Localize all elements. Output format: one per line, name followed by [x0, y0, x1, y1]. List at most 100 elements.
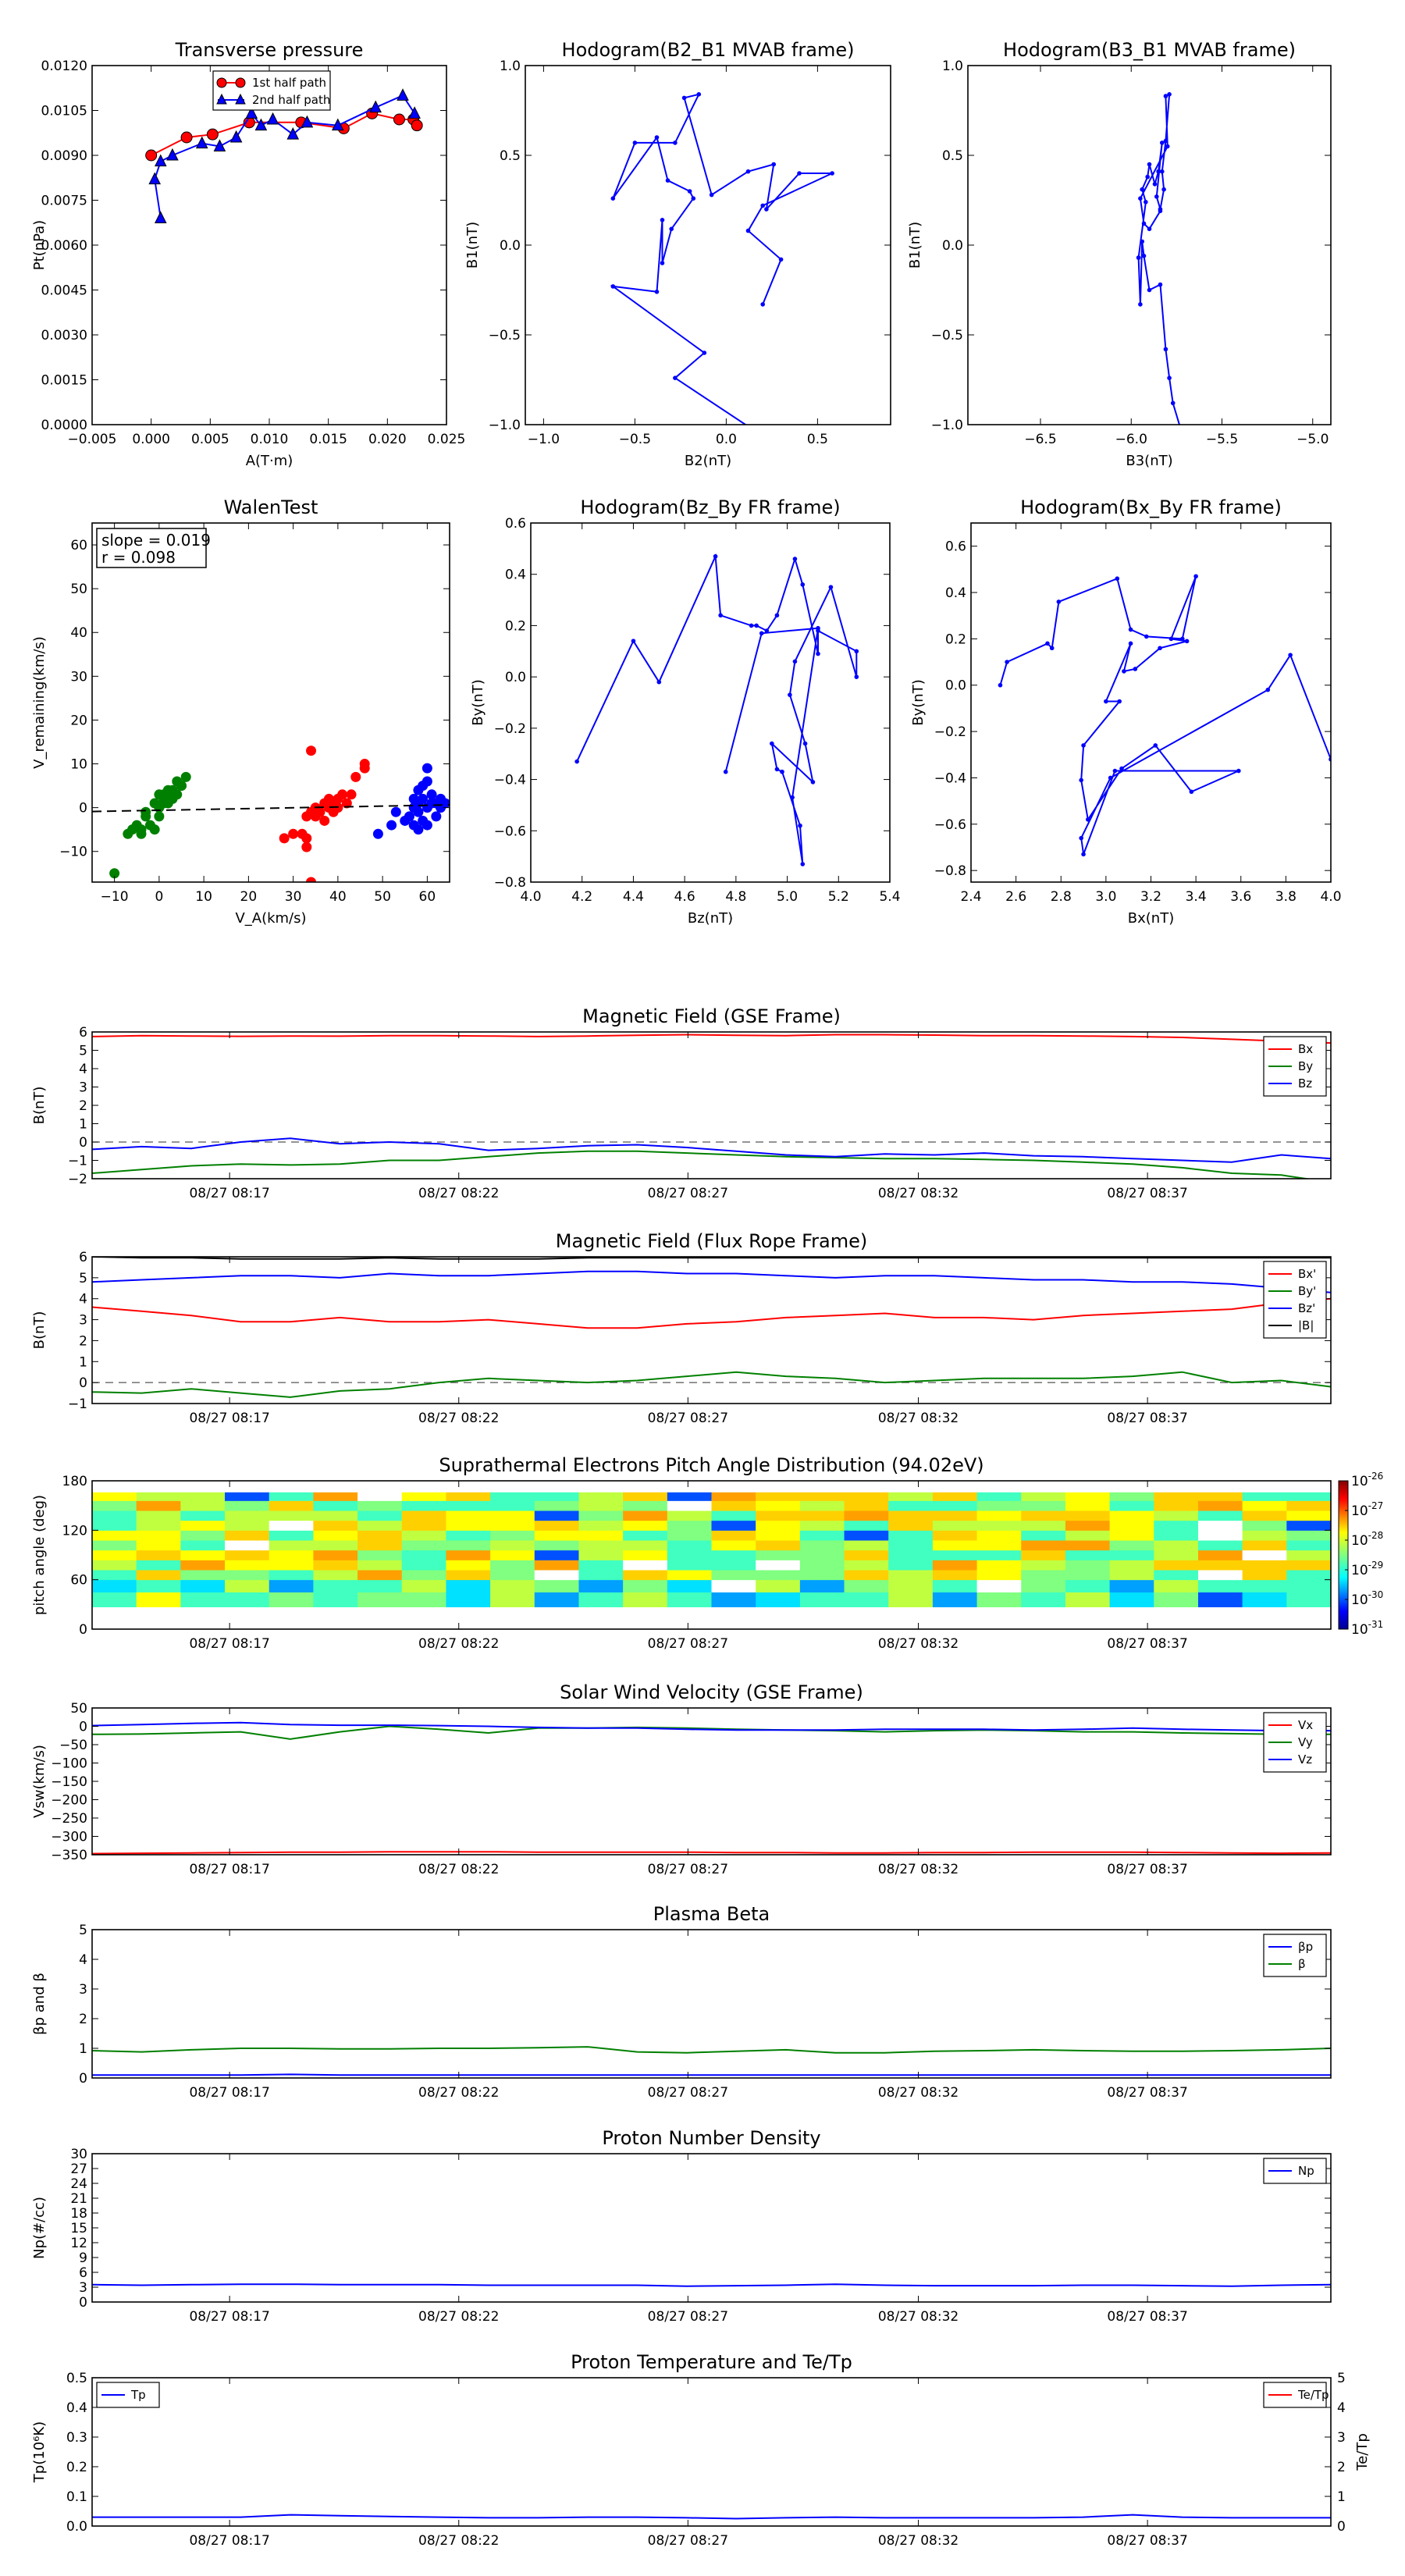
- data-point: [1184, 639, 1190, 644]
- heatmap-cell: [1065, 1579, 1111, 1592]
- data-point: [229, 130, 243, 143]
- data-point: [1081, 852, 1086, 857]
- y-axis-label: Np(#/cc): [31, 2197, 48, 2259]
- heatmap-cell: [313, 1550, 358, 1560]
- heatmap-cell: [844, 1520, 889, 1531]
- data-point: [854, 649, 859, 654]
- heatmap-cell: [1154, 1579, 1199, 1592]
- data-point: [422, 763, 432, 774]
- x-tick-label: 0.025: [428, 432, 466, 447]
- heatmap-cell: [269, 1510, 314, 1521]
- heatmap-cell: [357, 1550, 403, 1560]
- x-axis-label: V_A(km/s): [235, 910, 306, 927]
- heatmap-cell: [1109, 1550, 1154, 1560]
- heatmap-cell: [1154, 1570, 1199, 1581]
- data-point: [1167, 375, 1172, 381]
- heatmap-cell: [1109, 1540, 1154, 1551]
- heatmap-cell: [1286, 1520, 1331, 1531]
- colorbar-label: 10-28: [1351, 1530, 1383, 1549]
- heatmap-cell: [401, 1560, 446, 1571]
- data-point: [393, 113, 405, 126]
- x-tick-label: 20: [240, 889, 258, 905]
- heatmap-cell: [490, 1579, 535, 1592]
- heatmap-cell: [1154, 1540, 1199, 1551]
- data-point: [1138, 196, 1143, 201]
- heatmap-cell: [623, 1492, 668, 1501]
- heatmap-cell: [534, 1550, 579, 1560]
- plot-area: [574, 553, 859, 866]
- heatmap-cell: [1242, 1492, 1287, 1501]
- legend-label: Vy: [1298, 1735, 1313, 1749]
- x-tick-label: 08/27 08:32: [878, 1186, 959, 1201]
- legend-label: βp: [1298, 1940, 1313, 1954]
- heatmap-cell: [225, 1560, 270, 1571]
- plot-area: [92, 1257, 1331, 1398]
- x-tick-label: 08/27 08:32: [878, 2085, 959, 2101]
- heatmap-cell: [1021, 1500, 1066, 1511]
- data-point: [792, 659, 798, 664]
- data-point: [660, 218, 665, 222]
- heatmap-cell: [490, 1540, 535, 1551]
- heatmap-cell: [799, 1500, 845, 1511]
- x-tick-label: 2.8: [1051, 889, 1072, 905]
- y-tick-label: −100: [51, 1756, 87, 1772]
- data-point: [669, 226, 674, 232]
- data-point: [1108, 775, 1113, 781]
- heatmap-cell: [313, 1540, 358, 1551]
- heatmap-cell: [446, 1540, 491, 1551]
- plot-frame: [91, 1031, 1332, 1179]
- y2-tick-label: 4: [1337, 2400, 1346, 2416]
- data-point: [301, 833, 312, 844]
- y-axis-label: βp and β: [31, 1973, 48, 2035]
- y-tick-label: −350: [51, 1848, 87, 1863]
- heatmap-cell: [932, 1492, 978, 1501]
- data-point: [702, 350, 707, 355]
- series-line: [92, 1297, 1331, 1329]
- data-point: [1133, 667, 1138, 671]
- data-point: [1147, 162, 1152, 167]
- legend-label: |B|: [1298, 1318, 1314, 1332]
- chart-beta: Plasma Beta 08/27 08:17 08/27 08:22 08/27 0…: [31, 1903, 1332, 2101]
- x-tick-label: 5.0: [777, 889, 798, 905]
- heatmap-cell: [623, 1592, 668, 1607]
- y-tick-label: 6: [79, 1250, 87, 1265]
- x-axis-label: Bx(nT): [1128, 910, 1174, 927]
- heatmap-cell: [756, 1592, 801, 1607]
- heatmap-cell: [844, 1579, 889, 1592]
- heatmap-cell: [136, 1570, 181, 1581]
- data-point: [574, 759, 579, 764]
- heatmap-cell: [799, 1510, 845, 1521]
- heatmap-cell: [888, 1510, 934, 1521]
- x-tick-label: 0.015: [309, 432, 347, 447]
- data-point: [301, 811, 312, 822]
- x-tick-label: 0.5: [807, 432, 828, 447]
- heatmap-cell: [799, 1492, 845, 1501]
- data-point: [654, 290, 660, 294]
- heatmap-cell: [1021, 1530, 1066, 1541]
- heatmap-cell: [1197, 1492, 1243, 1501]
- heatmap-cell: [225, 1540, 270, 1551]
- x-axis-label: B3(nT): [1126, 453, 1172, 469]
- heatmap-cell: [534, 1560, 579, 1571]
- x-tick-label: 3.2: [1140, 889, 1161, 905]
- y-tick-label: 120: [62, 1523, 87, 1539]
- heatmap-cell: [1242, 1592, 1287, 1607]
- heatmap-cell: [976, 1492, 1022, 1501]
- heatmap-cell: [490, 1550, 535, 1560]
- heatmap-cell: [1242, 1520, 1287, 1531]
- heatmap-cell: [225, 1492, 270, 1501]
- data-point: [109, 868, 120, 879]
- y-tick-label: 0.4: [66, 2400, 87, 2416]
- heatmap-cell: [799, 1530, 845, 1541]
- data-point: [413, 806, 424, 817]
- heatmap-cell: [932, 1510, 978, 1521]
- heatmap-cell: [1197, 1500, 1243, 1511]
- data-point: [610, 284, 616, 289]
- series-line: [92, 2046, 1331, 2054]
- x-tick-label: 10: [195, 889, 212, 905]
- data-point: [346, 789, 357, 800]
- y-axis-label: By(nT): [910, 679, 927, 725]
- data-point: [790, 795, 795, 800]
- heatmap-cell: [756, 1492, 801, 1501]
- y-tick-label: −200: [51, 1793, 87, 1809]
